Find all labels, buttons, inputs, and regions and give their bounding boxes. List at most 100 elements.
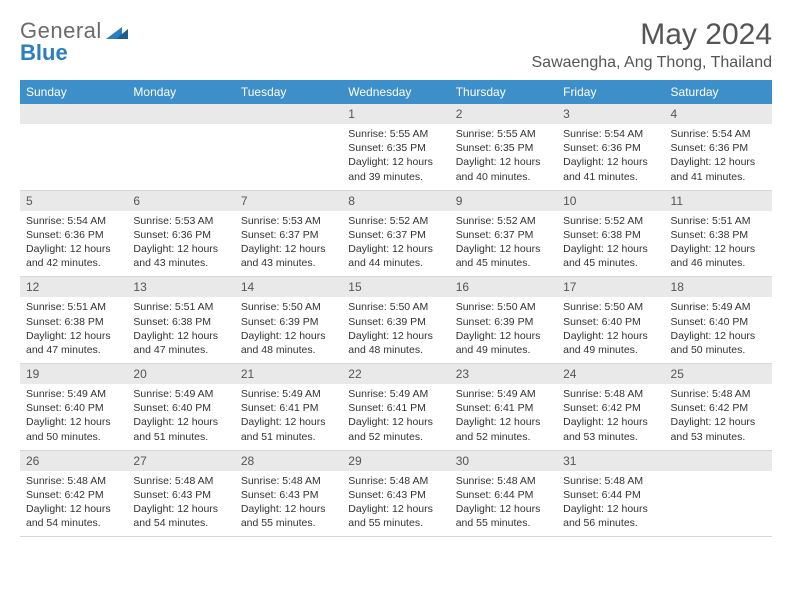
calendar-cell: 28Sunrise: 5:48 AMSunset: 6:43 PMDayligh…: [235, 450, 342, 537]
day-body: Sunrise: 5:51 AMSunset: 6:38 PMDaylight:…: [665, 211, 772, 277]
sunrise-text: Sunrise: 5:50 AM: [456, 300, 551, 314]
sunset-text: Sunset: 6:36 PM: [133, 228, 228, 242]
day-body: Sunrise: 5:54 AMSunset: 6:36 PMDaylight:…: [557, 124, 664, 190]
sunset-text: Sunset: 6:39 PM: [241, 315, 336, 329]
daylight-text: Daylight: 12 hours and 44 minutes.: [348, 242, 443, 270]
sunset-text: Sunset: 6:35 PM: [456, 141, 551, 155]
day-body: Sunrise: 5:48 AMSunset: 6:42 PMDaylight:…: [665, 384, 772, 450]
daylight-text: Daylight: 12 hours and 42 minutes.: [26, 242, 121, 270]
day-number: 28: [235, 451, 342, 471]
calendar-cell: [127, 104, 234, 190]
daylight-text: Daylight: 12 hours and 50 minutes.: [671, 329, 766, 357]
day-body: Sunrise: 5:49 AMSunset: 6:40 PMDaylight:…: [20, 384, 127, 450]
sunrise-text: Sunrise: 5:48 AM: [26, 474, 121, 488]
day-number: 15: [342, 277, 449, 297]
day-number: [235, 104, 342, 124]
day-number: 8: [342, 191, 449, 211]
daylight-text: Daylight: 12 hours and 55 minutes.: [348, 502, 443, 530]
sunrise-text: Sunrise: 5:48 AM: [133, 474, 228, 488]
day-body: Sunrise: 5:52 AMSunset: 6:37 PMDaylight:…: [450, 211, 557, 277]
location-text: Sawaengha, Ang Thong, Thailand: [532, 54, 773, 72]
day-body: [235, 124, 342, 182]
sunset-text: Sunset: 6:40 PM: [26, 401, 121, 415]
calendar-cell: 21Sunrise: 5:49 AMSunset: 6:41 PMDayligh…: [235, 364, 342, 451]
day-body: Sunrise: 5:52 AMSunset: 6:37 PMDaylight:…: [342, 211, 449, 277]
day-number: 20: [127, 364, 234, 384]
day-number: 1: [342, 104, 449, 124]
sunrise-text: Sunrise: 5:50 AM: [241, 300, 336, 314]
sunset-text: Sunset: 6:36 PM: [671, 141, 766, 155]
daylight-text: Daylight: 12 hours and 54 minutes.: [26, 502, 121, 530]
sunset-text: Sunset: 6:35 PM: [348, 141, 443, 155]
calendar-week-row: 1Sunrise: 5:55 AMSunset: 6:35 PMDaylight…: [20, 104, 772, 190]
daylight-text: Daylight: 12 hours and 52 minutes.: [456, 415, 551, 443]
sunrise-text: Sunrise: 5:49 AM: [348, 387, 443, 401]
sunset-text: Sunset: 6:38 PM: [671, 228, 766, 242]
day-body: Sunrise: 5:50 AMSunset: 6:39 PMDaylight:…: [342, 297, 449, 363]
sunset-text: Sunset: 6:36 PM: [563, 141, 658, 155]
sunset-text: Sunset: 6:43 PM: [133, 488, 228, 502]
calendar-week-row: 12Sunrise: 5:51 AMSunset: 6:38 PMDayligh…: [20, 277, 772, 364]
day-number: 17: [557, 277, 664, 297]
calendar-cell: 30Sunrise: 5:48 AMSunset: 6:44 PMDayligh…: [450, 450, 557, 537]
day-body: Sunrise: 5:51 AMSunset: 6:38 PMDaylight:…: [127, 297, 234, 363]
day-number: 16: [450, 277, 557, 297]
calendar-cell: 19Sunrise: 5:49 AMSunset: 6:40 PMDayligh…: [20, 364, 127, 451]
sunrise-text: Sunrise: 5:48 AM: [348, 474, 443, 488]
day-number: 2: [450, 104, 557, 124]
day-number: [665, 451, 772, 471]
calendar-cell: 15Sunrise: 5:50 AMSunset: 6:39 PMDayligh…: [342, 277, 449, 364]
daylight-text: Daylight: 12 hours and 41 minutes.: [671, 155, 766, 183]
calendar-cell: 10Sunrise: 5:52 AMSunset: 6:38 PMDayligh…: [557, 190, 664, 277]
sunset-text: Sunset: 6:44 PM: [456, 488, 551, 502]
day-number: [127, 104, 234, 124]
sunset-text: Sunset: 6:39 PM: [348, 315, 443, 329]
calendar-cell: 9Sunrise: 5:52 AMSunset: 6:37 PMDaylight…: [450, 190, 557, 277]
daylight-text: Daylight: 12 hours and 55 minutes.: [456, 502, 551, 530]
day-header: Sunday: [20, 80, 127, 104]
day-number: 29: [342, 451, 449, 471]
sunset-text: Sunset: 6:39 PM: [456, 315, 551, 329]
day-body: Sunrise: 5:48 AMSunset: 6:44 PMDaylight:…: [557, 471, 664, 537]
day-body: Sunrise: 5:49 AMSunset: 6:40 PMDaylight:…: [127, 384, 234, 450]
calendar-cell: 20Sunrise: 5:49 AMSunset: 6:40 PMDayligh…: [127, 364, 234, 451]
day-body: Sunrise: 5:49 AMSunset: 6:40 PMDaylight:…: [665, 297, 772, 363]
sunset-text: Sunset: 6:37 PM: [241, 228, 336, 242]
sunset-text: Sunset: 6:40 PM: [671, 315, 766, 329]
day-number: 6: [127, 191, 234, 211]
daylight-text: Daylight: 12 hours and 50 minutes.: [26, 415, 121, 443]
month-title: May 2024: [532, 18, 773, 52]
calendar-cell: 13Sunrise: 5:51 AMSunset: 6:38 PMDayligh…: [127, 277, 234, 364]
calendar-table: SundayMondayTuesdayWednesdayThursdayFrid…: [20, 80, 772, 537]
sunset-text: Sunset: 6:44 PM: [563, 488, 658, 502]
daylight-text: Daylight: 12 hours and 43 minutes.: [241, 242, 336, 270]
sunset-text: Sunset: 6:36 PM: [26, 228, 121, 242]
day-body: Sunrise: 5:48 AMSunset: 6:42 PMDaylight:…: [20, 471, 127, 537]
calendar-cell: 12Sunrise: 5:51 AMSunset: 6:38 PMDayligh…: [20, 277, 127, 364]
daylight-text: Daylight: 12 hours and 48 minutes.: [348, 329, 443, 357]
day-header-row: SundayMondayTuesdayWednesdayThursdayFrid…: [20, 80, 772, 104]
sunrise-text: Sunrise: 5:55 AM: [348, 127, 443, 141]
calendar-cell: 2Sunrise: 5:55 AMSunset: 6:35 PMDaylight…: [450, 104, 557, 190]
sunrise-text: Sunrise: 5:48 AM: [456, 474, 551, 488]
sunset-text: Sunset: 6:41 PM: [456, 401, 551, 415]
sunrise-text: Sunrise: 5:52 AM: [348, 214, 443, 228]
sunrise-text: Sunrise: 5:49 AM: [456, 387, 551, 401]
daylight-text: Daylight: 12 hours and 45 minutes.: [563, 242, 658, 270]
daylight-text: Daylight: 12 hours and 51 minutes.: [241, 415, 336, 443]
day-body: Sunrise: 5:53 AMSunset: 6:36 PMDaylight:…: [127, 211, 234, 277]
daylight-text: Daylight: 12 hours and 47 minutes.: [133, 329, 228, 357]
sunrise-text: Sunrise: 5:49 AM: [133, 387, 228, 401]
title-block: May 2024 Sawaengha, Ang Thong, Thailand: [532, 18, 773, 72]
sunrise-text: Sunrise: 5:52 AM: [563, 214, 658, 228]
sunset-text: Sunset: 6:43 PM: [241, 488, 336, 502]
sunrise-text: Sunrise: 5:48 AM: [563, 474, 658, 488]
day-number: 14: [235, 277, 342, 297]
daylight-text: Daylight: 12 hours and 48 minutes.: [241, 329, 336, 357]
day-body: Sunrise: 5:48 AMSunset: 6:44 PMDaylight:…: [450, 471, 557, 537]
day-number: 7: [235, 191, 342, 211]
sunrise-text: Sunrise: 5:51 AM: [133, 300, 228, 314]
day-number: 27: [127, 451, 234, 471]
day-number: 5: [20, 191, 127, 211]
sunset-text: Sunset: 6:42 PM: [563, 401, 658, 415]
